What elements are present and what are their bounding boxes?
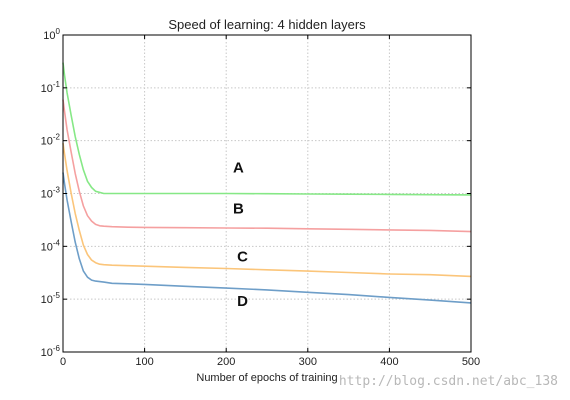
watermark: http://blog.csdn.net/abc_138 xyxy=(339,374,558,389)
x-tick-label-2: 200 xyxy=(217,356,235,368)
x-tick-label-3: 300 xyxy=(299,356,317,368)
annotation-c: C xyxy=(237,248,248,265)
y-tick-label-4: 10-4 xyxy=(41,238,61,253)
annotation-b: B xyxy=(233,200,244,217)
chart-title: Speed of learning: 4 hidden layers xyxy=(168,17,366,32)
series-line-d xyxy=(62,172,472,304)
x-tick-label-1: 100 xyxy=(135,356,153,368)
y-tick-label-3: 10-3 xyxy=(41,186,61,201)
y-tick-label-5: 10-5 xyxy=(41,291,61,306)
y-axis-ticks: 100 10-1 10-2 10-3 10-4 10-5 10-6 xyxy=(41,27,471,359)
x-axis-ticks: 0 100 200 300 400 500 xyxy=(60,35,480,368)
series-line-c xyxy=(62,142,472,278)
annotation-d: D xyxy=(237,293,248,310)
x-tick-label-0: 0 xyxy=(60,356,66,368)
annotation-a: A xyxy=(233,159,244,176)
y-tick-label-2: 10-2 xyxy=(41,133,61,148)
x-axis-label: Number of epochs of training xyxy=(196,372,337,384)
x-tick-label-5: 500 xyxy=(462,356,480,368)
series-layer xyxy=(62,62,472,304)
y-tick-label-1: 10-1 xyxy=(41,80,61,95)
annotations: A B C D xyxy=(233,159,248,309)
series-line-a xyxy=(62,62,472,196)
y-tick-label-0: 100 xyxy=(43,27,60,42)
x-tick-label-4: 400 xyxy=(380,356,398,368)
y-tick-label-6: 10-6 xyxy=(41,344,61,359)
series-line-b xyxy=(62,99,472,233)
